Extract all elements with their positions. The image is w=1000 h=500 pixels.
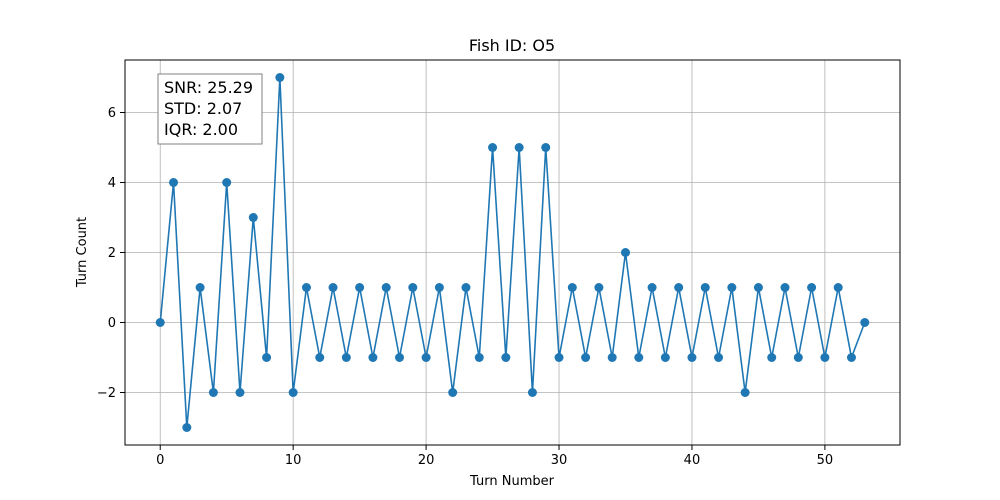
data-point xyxy=(740,388,750,397)
x-tick-label: 40 xyxy=(684,453,701,468)
data-point xyxy=(315,353,325,362)
stats-snr: SNR: 25.29 xyxy=(164,78,253,97)
data-point xyxy=(687,353,697,362)
data-point xyxy=(301,283,311,292)
y-tick-label: 2 xyxy=(108,246,116,261)
data-point xyxy=(607,353,617,362)
data-point xyxy=(767,353,777,362)
data-point xyxy=(567,283,577,292)
y-tick-label: 0 xyxy=(108,316,116,331)
data-point xyxy=(514,143,524,152)
data-point xyxy=(448,388,458,397)
series-line xyxy=(159,76,866,429)
x-tick-label: 20 xyxy=(418,453,435,468)
data-point xyxy=(368,353,378,362)
data-point xyxy=(833,283,843,292)
x-tick-label: 10 xyxy=(285,453,302,468)
x-tick-label: 50 xyxy=(817,453,834,468)
data-point xyxy=(169,178,179,187)
y-tick-label: −2 xyxy=(97,386,116,401)
stats-annotation-box: SNR: 25.29 STD: 2.07 IQR: 2.00 xyxy=(157,73,263,145)
chart-title: Fish ID: O5 xyxy=(469,36,555,55)
data-point xyxy=(527,388,537,397)
data-point xyxy=(248,213,258,222)
data-point xyxy=(753,283,763,292)
data-point xyxy=(461,283,471,292)
data-point xyxy=(634,353,644,362)
data-point xyxy=(395,353,405,362)
x-axis-label: Turn Number xyxy=(469,474,555,489)
y-tick-label: 6 xyxy=(108,106,116,121)
data-point xyxy=(501,353,511,362)
data-point xyxy=(235,388,245,397)
data-point xyxy=(222,178,232,187)
x-tick-label: 0 xyxy=(156,453,164,468)
data-point xyxy=(541,143,551,152)
data-point xyxy=(674,283,684,292)
data-point xyxy=(793,353,803,362)
data-point xyxy=(620,248,630,257)
data-point xyxy=(408,283,418,292)
data-point xyxy=(275,73,285,82)
data-point xyxy=(488,143,498,152)
data-point xyxy=(208,388,218,397)
data-point xyxy=(807,283,817,292)
y-tick-label: 4 xyxy=(108,176,116,191)
data-point xyxy=(288,388,298,397)
stats-iqr: IQR: 2.00 xyxy=(164,120,238,139)
data-point xyxy=(554,353,564,362)
data-point xyxy=(421,353,431,362)
data-point xyxy=(660,353,670,362)
data-point xyxy=(355,283,365,292)
data-point xyxy=(820,353,830,362)
data-point xyxy=(381,283,391,292)
axis-ticks: 0 10 20 30 40 50 −2 0 2 4 6 xyxy=(97,106,833,468)
data-point xyxy=(182,423,192,432)
data-point xyxy=(780,283,790,292)
data-point xyxy=(581,353,591,362)
x-tick-label: 30 xyxy=(551,453,568,468)
data-point xyxy=(846,353,856,362)
series-group xyxy=(155,73,870,432)
y-axis-label: Turn Count xyxy=(75,217,90,288)
data-point xyxy=(474,353,484,362)
data-point xyxy=(195,283,205,292)
stats-std: STD: 2.07 xyxy=(164,99,242,118)
stats-box-border xyxy=(157,73,263,145)
data-point xyxy=(155,318,165,327)
data-point xyxy=(700,283,710,292)
data-point xyxy=(262,353,272,362)
data-point xyxy=(727,283,737,292)
data-point xyxy=(647,283,657,292)
data-point xyxy=(328,283,338,292)
data-point xyxy=(860,318,870,327)
data-point xyxy=(434,283,444,292)
data-point xyxy=(714,353,724,362)
data-point xyxy=(341,353,351,362)
data-point xyxy=(594,283,604,292)
